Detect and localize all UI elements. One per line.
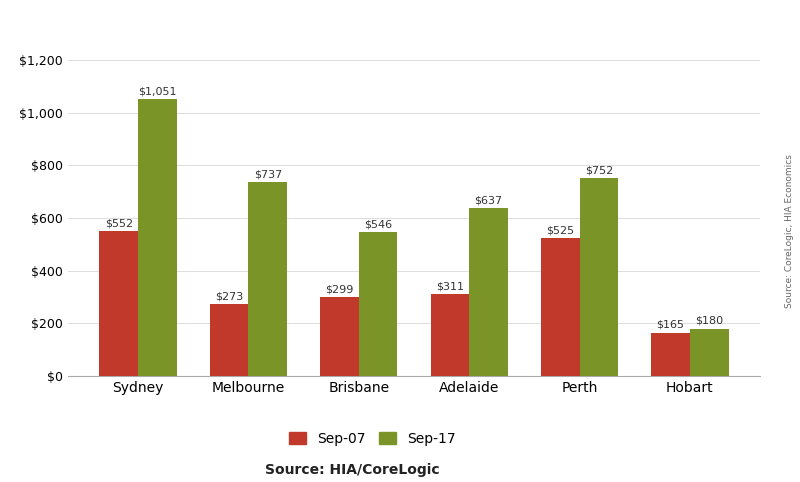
Bar xyxy=(541,238,579,376)
Text: $1,051: $1,051 xyxy=(138,87,177,97)
Bar xyxy=(430,294,469,376)
Text: Source: CoreLogic, HIA Economics: Source: CoreLogic, HIA Economics xyxy=(785,154,794,308)
Bar xyxy=(210,304,249,376)
Text: $737: $737 xyxy=(254,170,282,179)
Bar xyxy=(359,232,398,376)
Text: Source: HIA/CoreLogic: Source: HIA/CoreLogic xyxy=(265,463,439,477)
Bar xyxy=(249,182,287,376)
Bar xyxy=(651,333,690,376)
Bar xyxy=(690,329,729,376)
Bar xyxy=(138,99,177,376)
Bar xyxy=(469,208,508,376)
Bar xyxy=(99,231,138,376)
Bar xyxy=(579,178,618,376)
Text: $273: $273 xyxy=(215,292,243,302)
Bar xyxy=(320,297,359,376)
Text: $165: $165 xyxy=(657,320,685,330)
Text: $525: $525 xyxy=(546,225,574,235)
Text: $752: $752 xyxy=(585,165,613,175)
Legend: Sep-07, Sep-17: Sep-07, Sep-17 xyxy=(289,432,456,446)
Text: $637: $637 xyxy=(474,196,502,206)
Text: RESIDENTIAL LAND VALUE (PRICE PER SQUARE METRE) - CAPITAL CITIES: RESIDENTIAL LAND VALUE (PRICE PER SQUARE… xyxy=(78,20,674,35)
Text: $311: $311 xyxy=(436,281,464,292)
Text: $299: $299 xyxy=(326,285,354,295)
Text: $552: $552 xyxy=(105,218,133,228)
Text: $180: $180 xyxy=(695,316,723,326)
Text: $546: $546 xyxy=(364,220,392,230)
